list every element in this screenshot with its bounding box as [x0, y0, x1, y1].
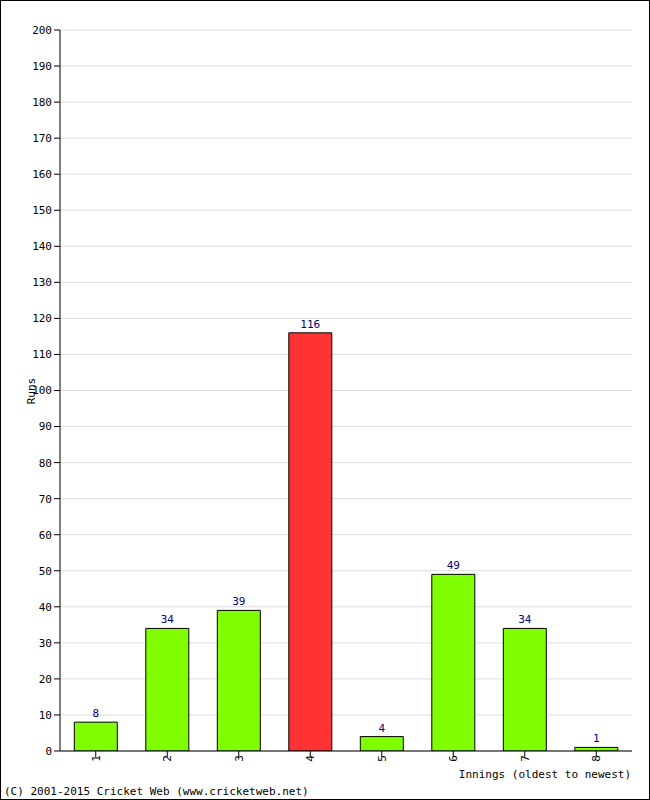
svg-text:0: 0: [45, 745, 52, 758]
svg-text:70: 70: [39, 493, 52, 506]
svg-text:50: 50: [39, 565, 52, 578]
svg-text:39: 39: [232, 595, 245, 608]
svg-text:80: 80: [39, 457, 52, 470]
svg-text:130: 130: [32, 276, 52, 289]
svg-text:140: 140: [32, 240, 52, 253]
svg-text:6: 6: [447, 755, 460, 762]
svg-text:30: 30: [39, 637, 52, 650]
svg-text:40: 40: [39, 601, 52, 614]
svg-text:1: 1: [90, 755, 103, 762]
html-text:(C) 2001-2015 Cricket Web (www: (C) 2001-2015 Cricket Web (www.cricketwe…: [4, 785, 309, 798]
svg-text:8: 8: [92, 707, 99, 720]
svg-text:7: 7: [519, 755, 532, 762]
svg-text:160: 160: [32, 168, 52, 181]
svg-text:60: 60: [39, 529, 52, 542]
svg-text:100: 100: [32, 384, 52, 398]
svg-text:34: 34: [518, 613, 532, 626]
svg-text:170: 170: [32, 132, 52, 145]
svg-text:150: 150: [32, 204, 52, 217]
svg-text:180: 180: [32, 96, 52, 109]
svg-text:200: 200: [32, 24, 52, 37]
svg-text:110: 110: [32, 348, 52, 361]
svg-text:49: 49: [447, 559, 460, 572]
svg-text:5: 5: [376, 755, 389, 762]
svg-text:34: 34: [161, 613, 175, 626]
svg-text:10: 10: [39, 709, 52, 722]
html-text:Innings (oldest to newest): Innings (oldest to newest): [458, 768, 631, 781]
svg-text:20: 20: [39, 673, 52, 686]
svg-text:190: 190: [32, 60, 52, 73]
svg-text:4: 4: [304, 755, 317, 762]
svg-text:2: 2: [161, 755, 174, 762]
svg-text:90: 90: [39, 420, 52, 433]
svg-text:120: 120: [32, 312, 52, 325]
svg-text:1: 1: [593, 732, 600, 745]
svg-text:116: 116: [300, 318, 320, 331]
svg-text:3: 3: [233, 755, 246, 762]
html-text:Runs: Runs: [24, 377, 38, 405]
svg-text:4: 4: [378, 722, 385, 735]
svg-text:8: 8: [590, 755, 603, 762]
